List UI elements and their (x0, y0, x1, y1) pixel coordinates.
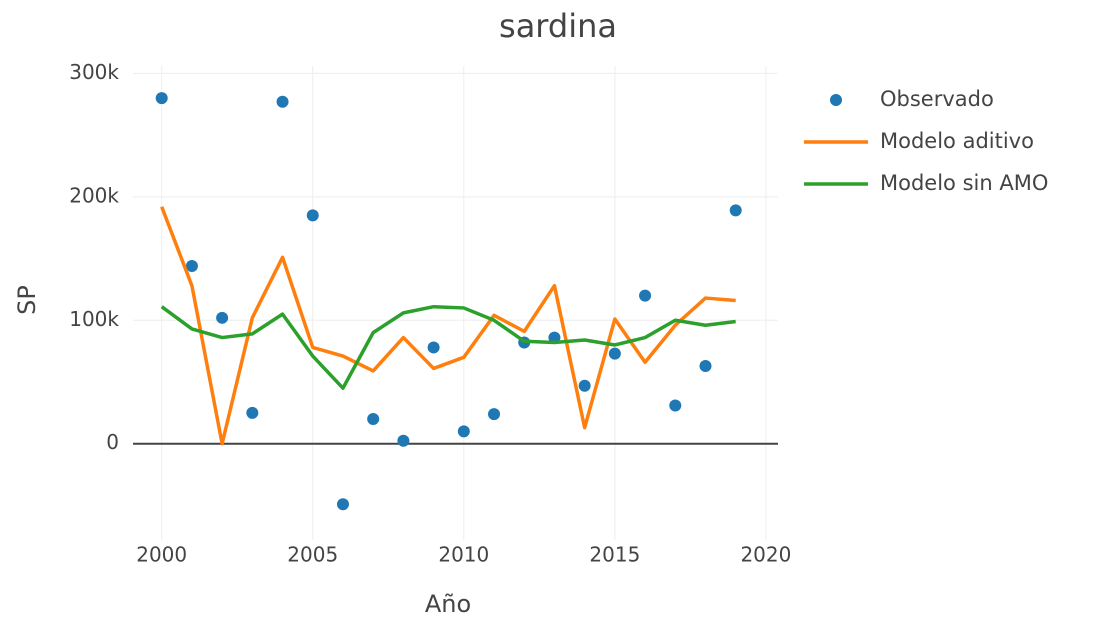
y-axis-label: SP (13, 285, 41, 315)
chart-title: sardina (499, 7, 617, 45)
x-tick-label: 2010 (438, 543, 489, 567)
series-line (160, 206, 736, 446)
series-line (160, 304, 736, 390)
data-point (639, 289, 652, 302)
x-tick-label: 2020 (740, 543, 791, 567)
legend-label: Modelo aditivo (880, 129, 1034, 153)
x-tick-label: 2000 (136, 543, 187, 567)
data-point (185, 259, 198, 272)
y-tick-label: 100k (69, 307, 119, 331)
legend-marker (830, 94, 842, 106)
y-tick-label: 0 (106, 430, 119, 454)
data-point (155, 92, 168, 105)
x-tick-label: 2005 (287, 543, 338, 567)
data-point (457, 425, 470, 438)
data-point (578, 379, 591, 392)
data-point (729, 204, 742, 217)
y-tick-label: 200k (69, 183, 119, 207)
data-point (488, 408, 501, 421)
data-point (427, 341, 440, 354)
x-tick-label: 2015 (589, 543, 640, 567)
data-point (669, 399, 682, 412)
data-point (336, 498, 349, 511)
data-point (699, 359, 712, 372)
legend-label: Observado (880, 87, 994, 111)
data-point (367, 413, 380, 426)
x-axis-label: Año (425, 590, 471, 618)
data-point (608, 347, 621, 360)
data-point (397, 434, 410, 447)
data-point (216, 311, 229, 324)
y-tick-label: 300k (69, 60, 119, 84)
data-point (276, 95, 289, 108)
legend-label: Modelo sin AMO (880, 171, 1048, 195)
data-point (246, 406, 259, 419)
data-point (306, 209, 319, 222)
